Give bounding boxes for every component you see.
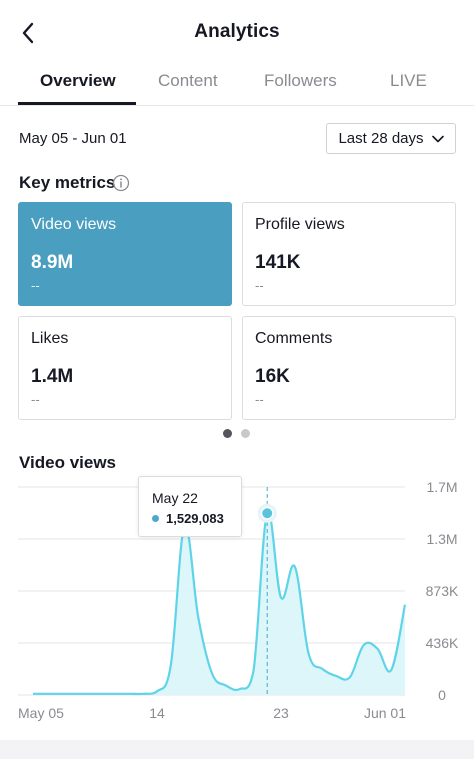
page-title: Analytics [194, 21, 280, 42]
tab-overview[interactable]: Overview [40, 71, 116, 90]
metric-card-comments[interactable]: Comments 16K -- [242, 316, 456, 420]
page-dot-1[interactable] [223, 429, 232, 438]
x-tick-label: Jun 01 [364, 705, 406, 721]
tab-bar: Overview Content Followers LIVE [0, 64, 474, 106]
metric-card-likes[interactable]: Likes 1.4M -- [18, 316, 232, 420]
period-dropdown[interactable]: Last 28 days [326, 123, 456, 154]
metric-delta: -- [255, 278, 264, 293]
tooltip-value: 1,529,083 [166, 511, 224, 526]
y-tick-label: 1.3M [426, 531, 457, 547]
tooltip-date: May 22 [152, 490, 198, 506]
active-tab-indicator [18, 102, 136, 105]
x-tick-label: May 05 [18, 705, 64, 721]
x-tick-label: 23 [273, 705, 289, 721]
metric-label: Video views [31, 216, 117, 233]
date-range-label: May 05 - Jun 01 [19, 130, 127, 147]
chart-area-fill [33, 511, 405, 695]
key-metrics-title: Key metrics [19, 173, 116, 192]
metric-label: Likes [31, 330, 69, 347]
chevron-left-icon [22, 22, 34, 44]
video-views-chart[interactable]: 0 436K 873K 1.3M 1.7M May 05 14 23 Jun 01 [0, 470, 474, 728]
chart-tooltip: May 22 1,529,083 [138, 476, 242, 537]
metric-label: Profile views [255, 216, 345, 233]
info-icon[interactable] [112, 174, 130, 192]
bottom-strip [0, 740, 474, 759]
header: Analytics [0, 0, 474, 64]
metric-card-profile-views[interactable]: Profile views 141K -- [242, 202, 456, 306]
metric-label: Comments [255, 330, 333, 347]
metric-card-video-views[interactable]: Video views 8.9M -- [18, 202, 232, 306]
metric-delta: -- [31, 392, 40, 407]
page-dot-2[interactable] [241, 429, 250, 438]
y-tick-label: 873K [426, 583, 459, 599]
metric-delta: -- [255, 392, 264, 407]
highlight-point[interactable] [262, 508, 273, 519]
chart-series-line [33, 510, 407, 696]
card-page-indicator [223, 429, 250, 438]
y-tick-label: 1.7M [426, 479, 457, 495]
period-dropdown-label: Last 28 days [338, 130, 424, 147]
video-views-chart-title: Video views [19, 453, 117, 472]
metric-delta: -- [31, 278, 40, 293]
metric-value: 1.4M [31, 366, 74, 387]
metric-value: 141K [255, 252, 301, 273]
tooltip-series-dot [152, 515, 159, 522]
chevron-down-icon [431, 135, 444, 142]
back-button[interactable] [14, 18, 42, 48]
y-tick-label: 0 [438, 687, 446, 703]
tab-live[interactable]: LIVE [390, 71, 427, 90]
y-tick-label: 436K [426, 635, 459, 651]
metric-value: 8.9M [31, 252, 74, 273]
metric-value: 16K [255, 366, 290, 387]
tab-followers[interactable]: Followers [264, 71, 337, 90]
x-tick-label: 14 [149, 705, 165, 721]
tab-content[interactable]: Content [158, 71, 218, 90]
